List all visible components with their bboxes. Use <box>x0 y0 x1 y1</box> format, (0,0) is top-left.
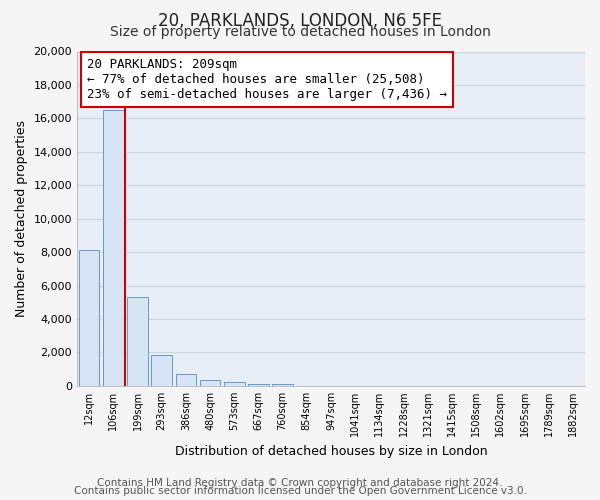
Bar <box>127 297 148 386</box>
Text: 20 PARKLANDS: 209sqm
← 77% of detached houses are smaller (25,508)
23% of semi-d: 20 PARKLANDS: 209sqm ← 77% of detached h… <box>87 58 447 101</box>
Bar <box>272 384 293 386</box>
Text: Contains public sector information licensed under the Open Government Licence v3: Contains public sector information licen… <box>74 486 526 496</box>
Bar <box>248 384 269 386</box>
X-axis label: Distribution of detached houses by size in London: Distribution of detached houses by size … <box>175 444 487 458</box>
Bar <box>151 355 172 386</box>
Text: Size of property relative to detached houses in London: Size of property relative to detached ho… <box>110 25 490 39</box>
Bar <box>103 110 124 386</box>
Y-axis label: Number of detached properties: Number of detached properties <box>15 120 28 317</box>
Bar <box>176 374 196 386</box>
Text: Contains HM Land Registry data © Crown copyright and database right 2024.: Contains HM Land Registry data © Crown c… <box>97 478 503 488</box>
Bar <box>79 250 100 386</box>
Bar <box>224 382 245 386</box>
Text: 20, PARKLANDS, LONDON, N6 5FE: 20, PARKLANDS, LONDON, N6 5FE <box>158 12 442 30</box>
Bar <box>200 380 220 386</box>
